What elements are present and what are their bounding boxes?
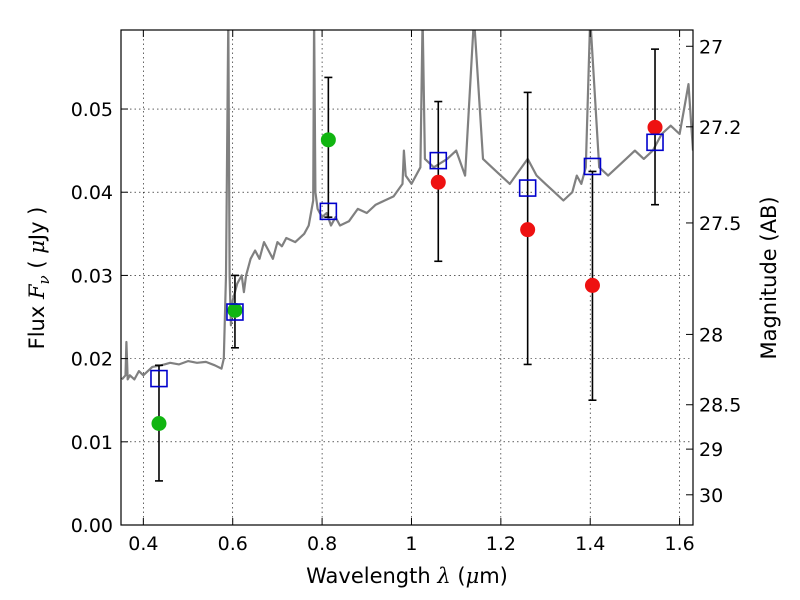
x-tick-label: 1 xyxy=(405,533,417,555)
y-tick-label: 0.04 xyxy=(71,182,113,204)
x-tick-label: 1.6 xyxy=(664,533,694,555)
observed-nir-point xyxy=(584,277,600,293)
model-flux-square xyxy=(429,151,448,170)
y-tick-label: 0.01 xyxy=(71,432,113,454)
observed-nir-point xyxy=(647,119,663,135)
axis-tick-labels: 0.4 0.6 0.8 1 1.2 1.4 1.6 0.00 0.01 0.02 0.03 0.04 0… xyxy=(71,36,742,555)
y-tick-label: 0.02 xyxy=(71,349,113,371)
plot-area xyxy=(121,30,693,525)
y-tick-label: 0.05 xyxy=(71,99,113,121)
y2-axis-label: Magnitude (AB) xyxy=(757,196,781,359)
y-tick-label: 0.00 xyxy=(71,515,113,537)
model-spectrum-line xyxy=(121,30,693,381)
plot-frame xyxy=(120,29,694,526)
observed-points-layer xyxy=(151,119,663,432)
grid-lines xyxy=(121,30,693,526)
axis-ticks xyxy=(121,30,693,526)
y2-tick-label: 28.5 xyxy=(699,395,741,417)
y2-tick-label: 28 xyxy=(699,324,723,346)
y2-tick-label: 30 xyxy=(699,485,723,507)
x-tick-label: 1.4 xyxy=(575,533,605,555)
y2-tick-label: 27.5 xyxy=(699,213,741,235)
y2-tick-label: 29 xyxy=(699,439,723,461)
model-flux-square xyxy=(646,133,664,152)
y2-tick-label: 27.2 xyxy=(699,117,741,139)
model-flux-square xyxy=(518,179,537,197)
model-flux-square xyxy=(150,369,168,388)
x-axis-label: Wavelength λ (μm) xyxy=(306,564,508,588)
model-flux-square xyxy=(226,303,244,321)
observed-optical-point xyxy=(320,132,336,148)
observed-nir-point xyxy=(520,222,536,238)
x-tick-label: 1.2 xyxy=(486,533,516,555)
y2-tick-label: 27 xyxy=(699,36,723,58)
observed-optical-point xyxy=(227,302,243,318)
model-spectrum-layer xyxy=(121,30,693,381)
x-tick-label: 0.8 xyxy=(307,533,337,555)
model-flux-square xyxy=(583,157,602,176)
y-axis-label: Flux Fν ( μJy ) xyxy=(25,207,53,350)
x-tick-label: 0.4 xyxy=(128,533,158,555)
observed-nir-point xyxy=(430,174,446,190)
x-tick-label: 0.6 xyxy=(218,533,248,555)
observed-optical-point xyxy=(151,416,167,432)
y-tick-label: 0.03 xyxy=(71,265,113,287)
model-flux-layer xyxy=(150,133,664,388)
model-flux-square xyxy=(319,202,338,221)
